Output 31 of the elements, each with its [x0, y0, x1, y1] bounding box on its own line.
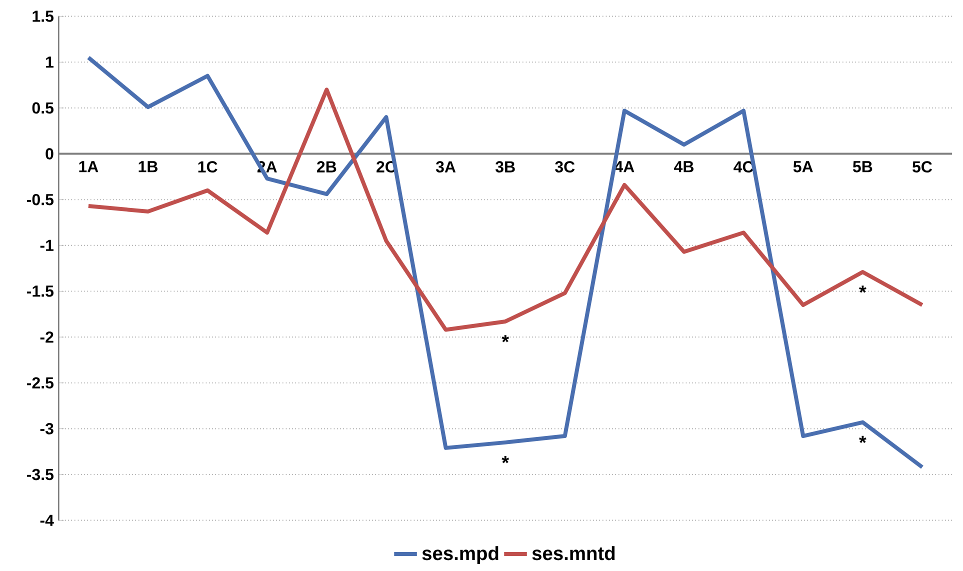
x-tick-label: 4C — [734, 161, 754, 172]
x-tick-label: 4A — [614, 161, 634, 172]
y-tick-label: 1.5 — [32, 10, 54, 22]
x-tick-label: 1A — [79, 161, 98, 172]
annotation: * — [502, 456, 510, 464]
annotation: * — [859, 286, 866, 293]
x-tick-label: 3A — [436, 161, 456, 173]
y-tick-label: -3.5 — [27, 468, 54, 480]
y-tick-label: -1 — [40, 240, 54, 251]
annotation: * — [502, 335, 510, 342]
x-tick-label: 4B — [674, 161, 694, 172]
y-tick-label: -2 — [40, 331, 54, 343]
x-tick-label: 5C — [912, 161, 932, 172]
y-tick-label: -3 — [40, 423, 54, 434]
x-tick-label: 1C — [198, 161, 218, 172]
y-tick-label: 0.5 — [32, 102, 54, 114]
legend-label: ses.mntd — [532, 546, 615, 560]
x-tick-label: 2B — [317, 161, 336, 172]
x-tick-label: 3B — [495, 161, 515, 173]
y-tick-label: -0.5 — [27, 194, 54, 206]
y-tick-label: 1 — [46, 56, 54, 68]
y-tick-label: -4 — [40, 514, 54, 526]
x-tick-label: 3C — [555, 161, 575, 173]
x-tick-label: 1B — [138, 161, 158, 172]
legend-label: ses.mpd — [422, 546, 498, 564]
annotation: * — [859, 436, 866, 444]
x-tick-label: 5B — [852, 161, 872, 172]
y-tick-label: 0 — [46, 148, 54, 160]
y-tick-label: -1.5 — [27, 286, 54, 297]
x-tick-label: 5A — [793, 161, 813, 172]
y-tick-label: -2.5 — [27, 377, 54, 389]
